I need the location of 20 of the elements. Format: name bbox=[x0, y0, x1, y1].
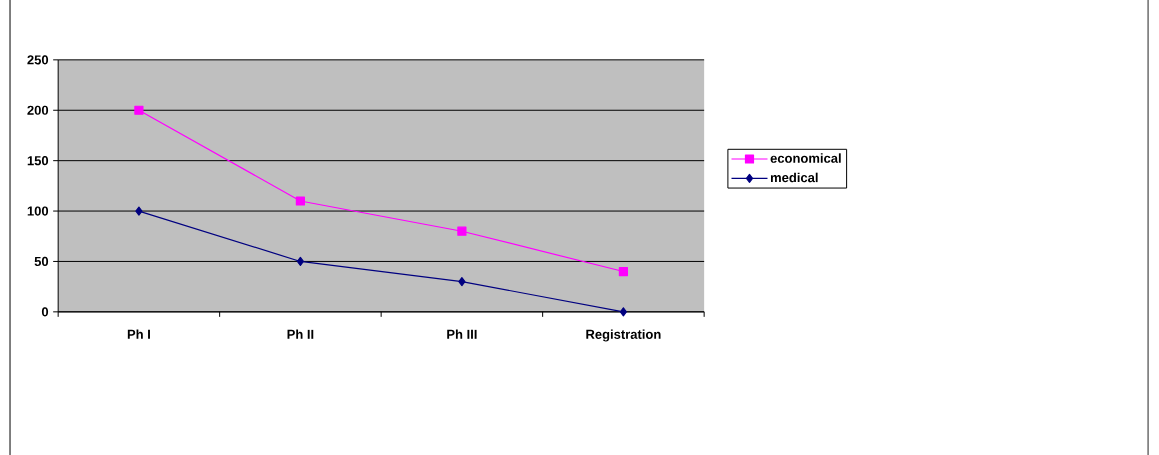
point bbox=[457, 226, 467, 236]
y-tick-label: 150 bbox=[27, 156, 49, 166]
point bbox=[618, 266, 628, 277]
point bbox=[458, 277, 466, 287]
y-tick-label: 100 bbox=[27, 206, 49, 216]
y-tick-label: 250 bbox=[27, 55, 49, 65]
x-tick-label: Ph III bbox=[447, 329, 477, 339]
x-tick-label: Ph II bbox=[287, 329, 314, 339]
legend-label: medical bbox=[770, 172, 818, 183]
point bbox=[134, 105, 144, 115]
point bbox=[296, 256, 304, 267]
x-tick-label: Ph I bbox=[127, 329, 150, 339]
y-tick-label: 0 bbox=[41, 307, 49, 317]
y-tick-label: 200 bbox=[27, 105, 49, 115]
point bbox=[295, 196, 305, 206]
point bbox=[135, 206, 143, 216]
legend-label: economical bbox=[770, 153, 841, 163]
x-tick-label: Registration bbox=[586, 329, 661, 342]
y-tick-label: 50 bbox=[34, 256, 49, 267]
point bbox=[619, 307, 627, 317]
